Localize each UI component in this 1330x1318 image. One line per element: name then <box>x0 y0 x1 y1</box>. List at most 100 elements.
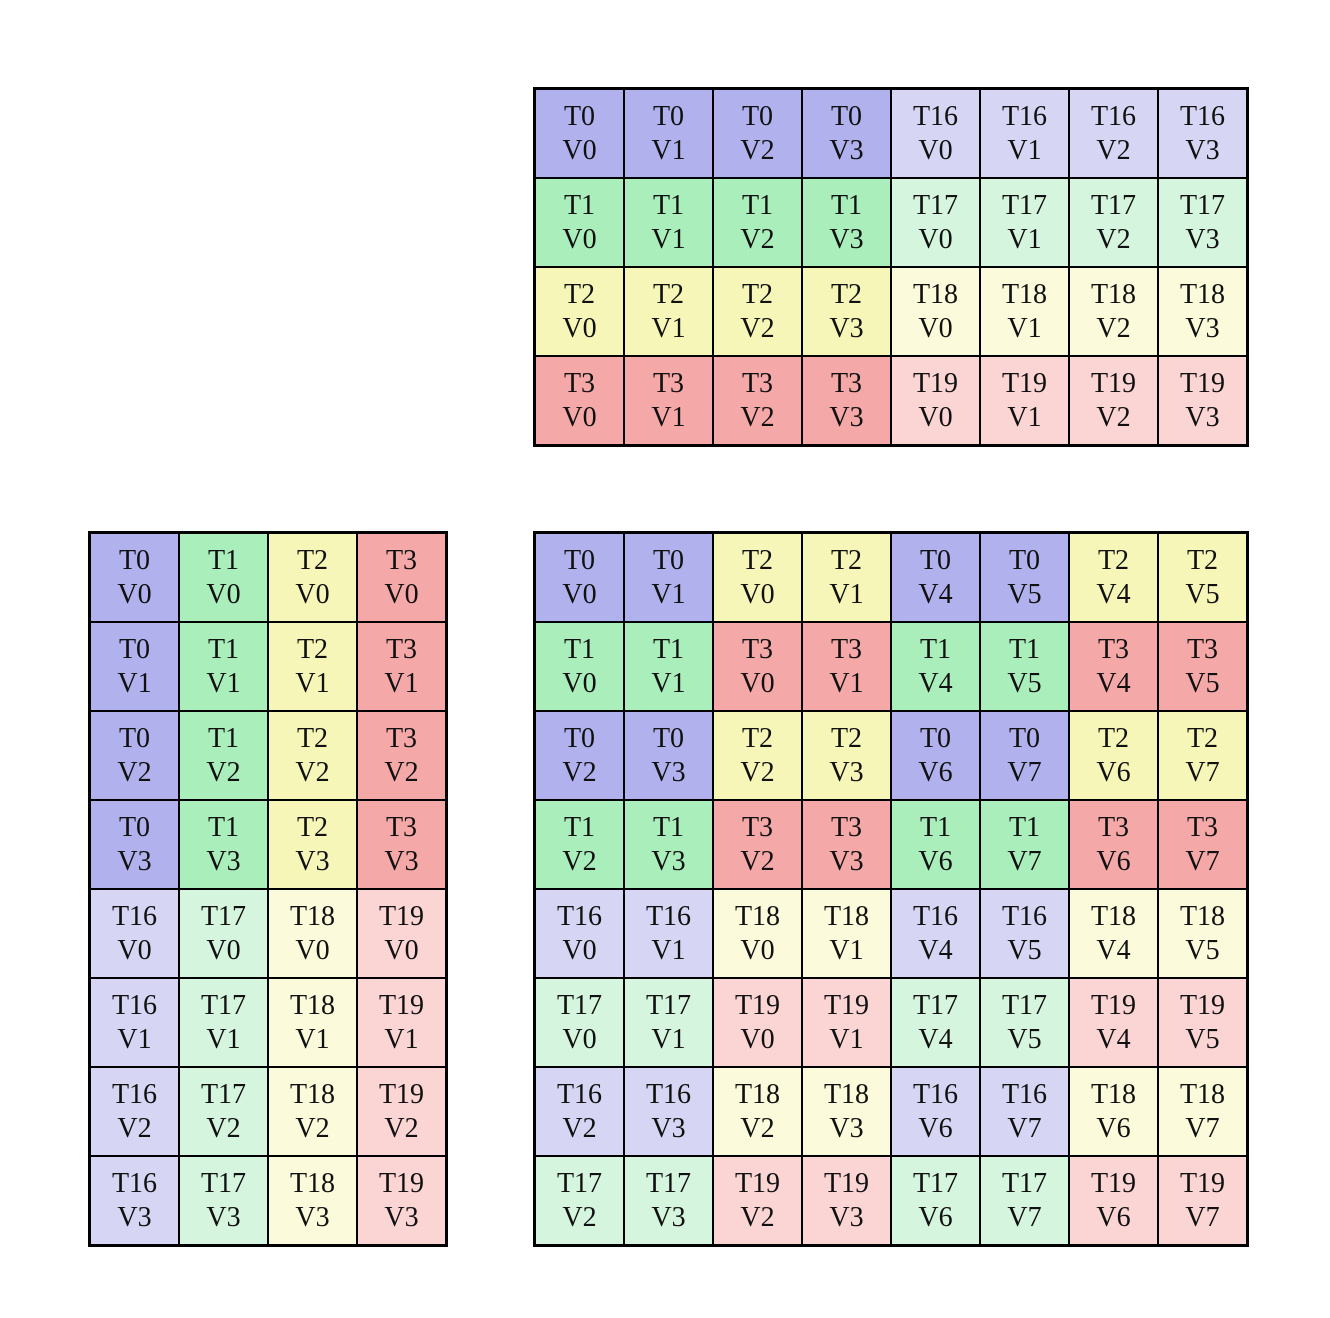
value-label: V6 <box>918 1201 953 1233</box>
thread-label: T16 <box>912 1079 959 1111</box>
thread-label: T16 <box>1179 101 1226 133</box>
thread-label: T18 <box>1179 1079 1226 1111</box>
tv-cell: T3 V2 <box>714 357 801 444</box>
tv-cell: T19 V2 <box>1070 357 1157 444</box>
value-label: V0 <box>562 1023 597 1055</box>
tv-cell: T2 V0 <box>536 268 623 355</box>
thread-label: T2 <box>1186 723 1219 755</box>
tv-cell: T2 V1 <box>803 534 890 621</box>
value-label: V2 <box>1096 312 1131 344</box>
thread-label: T3 <box>741 368 774 400</box>
tv-cell: T0 V1 <box>91 623 178 710</box>
thread-label: T17 <box>1090 190 1137 222</box>
tv-cell: T3 V5 <box>1159 623 1246 710</box>
thread-label: T1 <box>919 812 952 844</box>
tv-cell: T2 V5 <box>1159 534 1246 621</box>
tv-cell: T1 V3 <box>803 179 890 266</box>
thread-label: T16 <box>645 901 692 933</box>
value-label: V7 <box>1185 756 1220 788</box>
thread-label: T16 <box>111 1079 158 1111</box>
tv-cell: T17 V1 <box>981 179 1068 266</box>
thread-label: T1 <box>207 723 240 755</box>
tv-cell: T17 V7 <box>981 1157 1068 1244</box>
tv-cell: T2 V1 <box>625 268 712 355</box>
tv-cell: T16 V2 <box>536 1068 623 1155</box>
thread-label: T0 <box>563 723 596 755</box>
tv-cell: T0 V3 <box>625 712 712 799</box>
value-label: V4 <box>1096 934 1131 966</box>
tv-cell: T3 V4 <box>1070 623 1157 710</box>
thread-label: T2 <box>563 279 596 311</box>
value-label: V2 <box>740 845 775 877</box>
value-label: V2 <box>740 223 775 255</box>
tv-cell: T19 V0 <box>714 979 801 1066</box>
value-label: V1 <box>117 667 152 699</box>
thread-label: T0 <box>563 101 596 133</box>
value-label: V2 <box>384 1112 419 1144</box>
thread-label: T18 <box>1179 901 1226 933</box>
tv-cell: T2 V3 <box>269 801 356 888</box>
value-label: V0 <box>562 578 597 610</box>
value-label: V2 <box>117 756 152 788</box>
thread-label: T16 <box>645 1079 692 1111</box>
value-label: V0 <box>918 134 953 166</box>
tv-cell: T0 V4 <box>892 534 979 621</box>
value-label: V6 <box>1096 1112 1131 1144</box>
thread-label: T1 <box>207 812 240 844</box>
value-label: V2 <box>1096 401 1131 433</box>
tv-cell: T17 V2 <box>536 1157 623 1244</box>
tv-cell: T17 V0 <box>180 890 267 977</box>
value-label: V2 <box>562 756 597 788</box>
value-label: V2 <box>562 845 597 877</box>
tv-cell: T3 V1 <box>358 623 445 710</box>
tv-cell: T0 V3 <box>91 801 178 888</box>
value-label: V1 <box>206 667 241 699</box>
thread-label: T0 <box>118 545 151 577</box>
tv-cell: T17 V1 <box>180 979 267 1066</box>
value-label: V3 <box>384 1201 419 1233</box>
thread-label: T18 <box>734 901 781 933</box>
value-label: V7 <box>1007 1112 1042 1144</box>
tv-cell: T16 V1 <box>981 90 1068 177</box>
thread-label: T18 <box>823 1079 870 1111</box>
tv-cell: T0 V1 <box>625 534 712 621</box>
thread-label: T3 <box>830 368 863 400</box>
tv-cell: T2 V2 <box>714 268 801 355</box>
tv-cell: T16 V6 <box>892 1068 979 1155</box>
grid-top-right: T0 V0 T0 V1 T0 V2 T0 V3 T16 V0 T16 V1 T16 V2 T16 V3 T1 V0… <box>533 87 1249 447</box>
tv-cell: T0 V0 <box>536 534 623 621</box>
tv-cell: T16 V5 <box>981 890 1068 977</box>
tv-cell: T19 V3 <box>803 1157 890 1244</box>
tv-cell: T2 V3 <box>803 268 890 355</box>
tv-cell: T18 V3 <box>1159 268 1246 355</box>
thread-label: T2 <box>830 723 863 755</box>
tv-cell: T19 V2 <box>358 1068 445 1155</box>
tv-cell: T3 V2 <box>358 712 445 799</box>
value-label: V2 <box>740 1112 775 1144</box>
thread-label: T16 <box>1001 101 1048 133</box>
tv-cell: T1 V1 <box>180 623 267 710</box>
value-label: V6 <box>918 845 953 877</box>
tv-cell: T18 V1 <box>269 979 356 1066</box>
thread-label: T1 <box>919 634 952 666</box>
thread-label: T0 <box>1008 723 1041 755</box>
tv-cell: T19 V1 <box>358 979 445 1066</box>
thread-label: T18 <box>289 1079 336 1111</box>
tv-cell: T18 V2 <box>1070 268 1157 355</box>
thread-label: T17 <box>556 1168 603 1200</box>
value-label: V0 <box>206 578 241 610</box>
thread-label: T16 <box>1090 101 1137 133</box>
value-label: V6 <box>1096 756 1131 788</box>
thread-label: T18 <box>1179 279 1226 311</box>
tv-cell: T17 V2 <box>180 1068 267 1155</box>
thread-label: T18 <box>912 279 959 311</box>
tv-cell: T2 V0 <box>714 534 801 621</box>
tv-cell: T0 V2 <box>714 90 801 177</box>
thread-label: T18 <box>1090 279 1137 311</box>
thread-label: T1 <box>207 634 240 666</box>
thread-label: T18 <box>1001 279 1048 311</box>
thread-label: T2 <box>296 545 329 577</box>
thread-label: T0 <box>118 723 151 755</box>
thread-label: T17 <box>1001 990 1048 1022</box>
thread-label: T19 <box>1090 368 1137 400</box>
